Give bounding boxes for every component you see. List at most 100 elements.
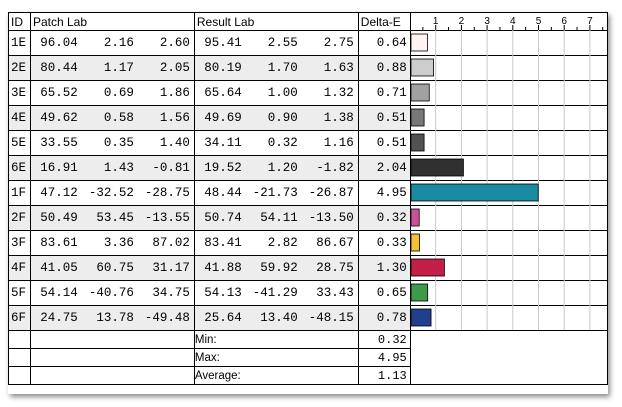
chart-cell (409, 205, 609, 231)
result-lab-value: 25.64 (204, 311, 242, 325)
patch-lab-value: 13.78 (96, 311, 134, 325)
result-lab-cell: 48.44 -21.73 -26.87 (193, 180, 359, 206)
stats-row: Max: 4.95 (8, 348, 608, 367)
result-lab-value: -13.50 (308, 211, 354, 225)
chart-cell (409, 55, 609, 81)
result-lab-value: 34.11 (204, 136, 242, 150)
patch-lab-value: 0.69 (103, 86, 134, 100)
chart-tick-label: 6 (561, 16, 567, 27)
patch-lab-value: 24.75 (40, 311, 78, 325)
patch-id: 2E (8, 55, 31, 81)
patch-lab-value: 33.55 (40, 136, 78, 150)
stat-value: 0.32 (357, 330, 411, 349)
empty-cell (29, 366, 195, 385)
empty-cell (29, 348, 195, 367)
patch-id: 1E (8, 30, 31, 56)
result-lab-cell: 41.88 59.92 28.75 (193, 255, 359, 281)
patch-lab-cell: 83.61 3.36 87.02 (29, 230, 195, 256)
delta-e-value: 0.33 (357, 230, 411, 256)
result-lab-value: 80.19 (204, 61, 242, 75)
result-lab-value: 33.43 (316, 286, 354, 300)
result-lab-value: 1.16 (323, 136, 354, 150)
patch-lab-cell: 47.12 -32.52 -28.75 (29, 180, 195, 206)
result-lab-cell: 83.41 2.82 86.67 (193, 230, 359, 256)
empty-cell (8, 366, 31, 385)
patch-lab-cell: 41.05 60.75 31.17 (29, 255, 195, 281)
delta-e-value: 0.51 (357, 105, 411, 131)
chart-cell (409, 130, 609, 156)
patch-lab-value: 3.36 (103, 236, 134, 250)
table-row: 2E 80.44 1.17 2.05 80.19 1.70 1.63 0.88 (8, 55, 609, 81)
chart-bar-6e (410, 158, 464, 177)
patch-lab-value: 0.58 (103, 111, 134, 125)
result-lab-value: 19.52 (204, 161, 242, 175)
patch-lab-header: Patch Lab (29, 12, 195, 31)
patch-id: 3E (8, 80, 31, 106)
result-lab-value: 0.32 (267, 136, 298, 150)
result-lab-value: -41.29 (252, 286, 298, 300)
chart-tick-label: 2 (459, 16, 465, 27)
result-lab-value: 54.11 (260, 211, 298, 225)
stat-value: 1.13 (357, 366, 411, 385)
empty-cell (8, 330, 31, 349)
delta-e-value: 0.51 (357, 130, 411, 156)
result-lab-value: 28.75 (316, 261, 354, 275)
result-lab-value: 1.20 (267, 161, 298, 175)
patch-id: 4F (8, 255, 31, 281)
patch-lab-value: -13.55 (144, 211, 190, 225)
stat-label: Max: (193, 348, 359, 367)
result-lab-cell: 25.64 13.40 -48.15 (193, 305, 359, 331)
chart-bar-4f (410, 258, 445, 277)
id-header: ID (8, 12, 31, 31)
result-lab-value: 2.75 (323, 36, 354, 50)
table-row: 1E 96.04 2.16 2.60 95.41 2.55 2.75 0.64 (8, 30, 609, 56)
patch-lab-value: 34.75 (152, 286, 190, 300)
chart-bar-2e (410, 58, 435, 77)
result-lab-value: 1.70 (267, 61, 298, 75)
chart-cell (409, 230, 609, 256)
chart-tick-label: 3 (484, 16, 490, 27)
patch-lab-value: 54.14 (40, 286, 78, 300)
stat-value: 4.95 (357, 348, 411, 367)
patch-lab-cell: 24.75 13.78 -49.48 (29, 305, 195, 331)
patch-lab-value: 16.91 (40, 161, 78, 175)
result-lab-value: 95.41 (204, 36, 242, 50)
delta-e-header: Delta-E (357, 12, 411, 31)
chart-bar-3f (410, 233, 420, 252)
chart-axis-header (409, 12, 609, 31)
patch-lab-value: 60.75 (96, 261, 134, 275)
result-lab-cell: 50.74 54.11 -13.50 (193, 205, 359, 231)
result-lab-cell: 34.11 0.32 1.16 (193, 130, 359, 156)
patch-lab-value: 2.05 (159, 61, 190, 75)
result-lab-header: Result Lab (193, 12, 359, 31)
delta-e-table: ID Patch Lab Result Lab Delta-E 1E 96.04 2… (8, 12, 609, 385)
patch-lab-value: -40.76 (88, 286, 134, 300)
patch-lab-cell: 49.62 0.58 1.56 (29, 105, 195, 131)
patch-lab-value: 1.17 (103, 61, 134, 75)
patch-lab-value: 0.35 (103, 136, 134, 150)
stats-row: Average: 1.13 (8, 366, 608, 385)
result-lab-value: -26.87 (308, 186, 354, 200)
result-lab-value: -48.15 (308, 311, 354, 325)
patch-lab-value: 2.16 (103, 36, 134, 50)
chart-tick-label: 1 (433, 16, 439, 27)
result-lab-value: 86.67 (316, 236, 354, 250)
delta-e-value: 0.65 (357, 280, 411, 306)
delta-e-value: 0.64 (357, 30, 411, 56)
result-lab-value: 65.64 (204, 86, 242, 100)
patch-lab-value: -0.81 (152, 161, 190, 175)
chart-cell (409, 105, 609, 131)
delta-e-value: 0.88 (357, 55, 411, 81)
patch-lab-value: 53.45 (96, 211, 134, 225)
patch-id: 3F (8, 230, 31, 256)
patch-id: 4E (8, 105, 31, 131)
patch-lab-cell: 54.14 -40.76 34.75 (29, 280, 195, 306)
delta-e-value: 0.32 (357, 205, 411, 231)
result-lab-value: 1.63 (323, 61, 354, 75)
patch-lab-value: 83.61 (40, 236, 78, 250)
table-row: 2F 50.49 53.45 -13.55 50.74 54.11 -13.50 0.32 (8, 205, 609, 231)
patch-lab-cell: 65.52 0.69 1.86 (29, 80, 195, 106)
result-lab-value: 2.82 (267, 236, 298, 250)
empty-cell (29, 330, 195, 349)
table-row: 5F 54.14 -40.76 34.75 54.13 -41.29 33.43 0.65 (8, 280, 609, 306)
